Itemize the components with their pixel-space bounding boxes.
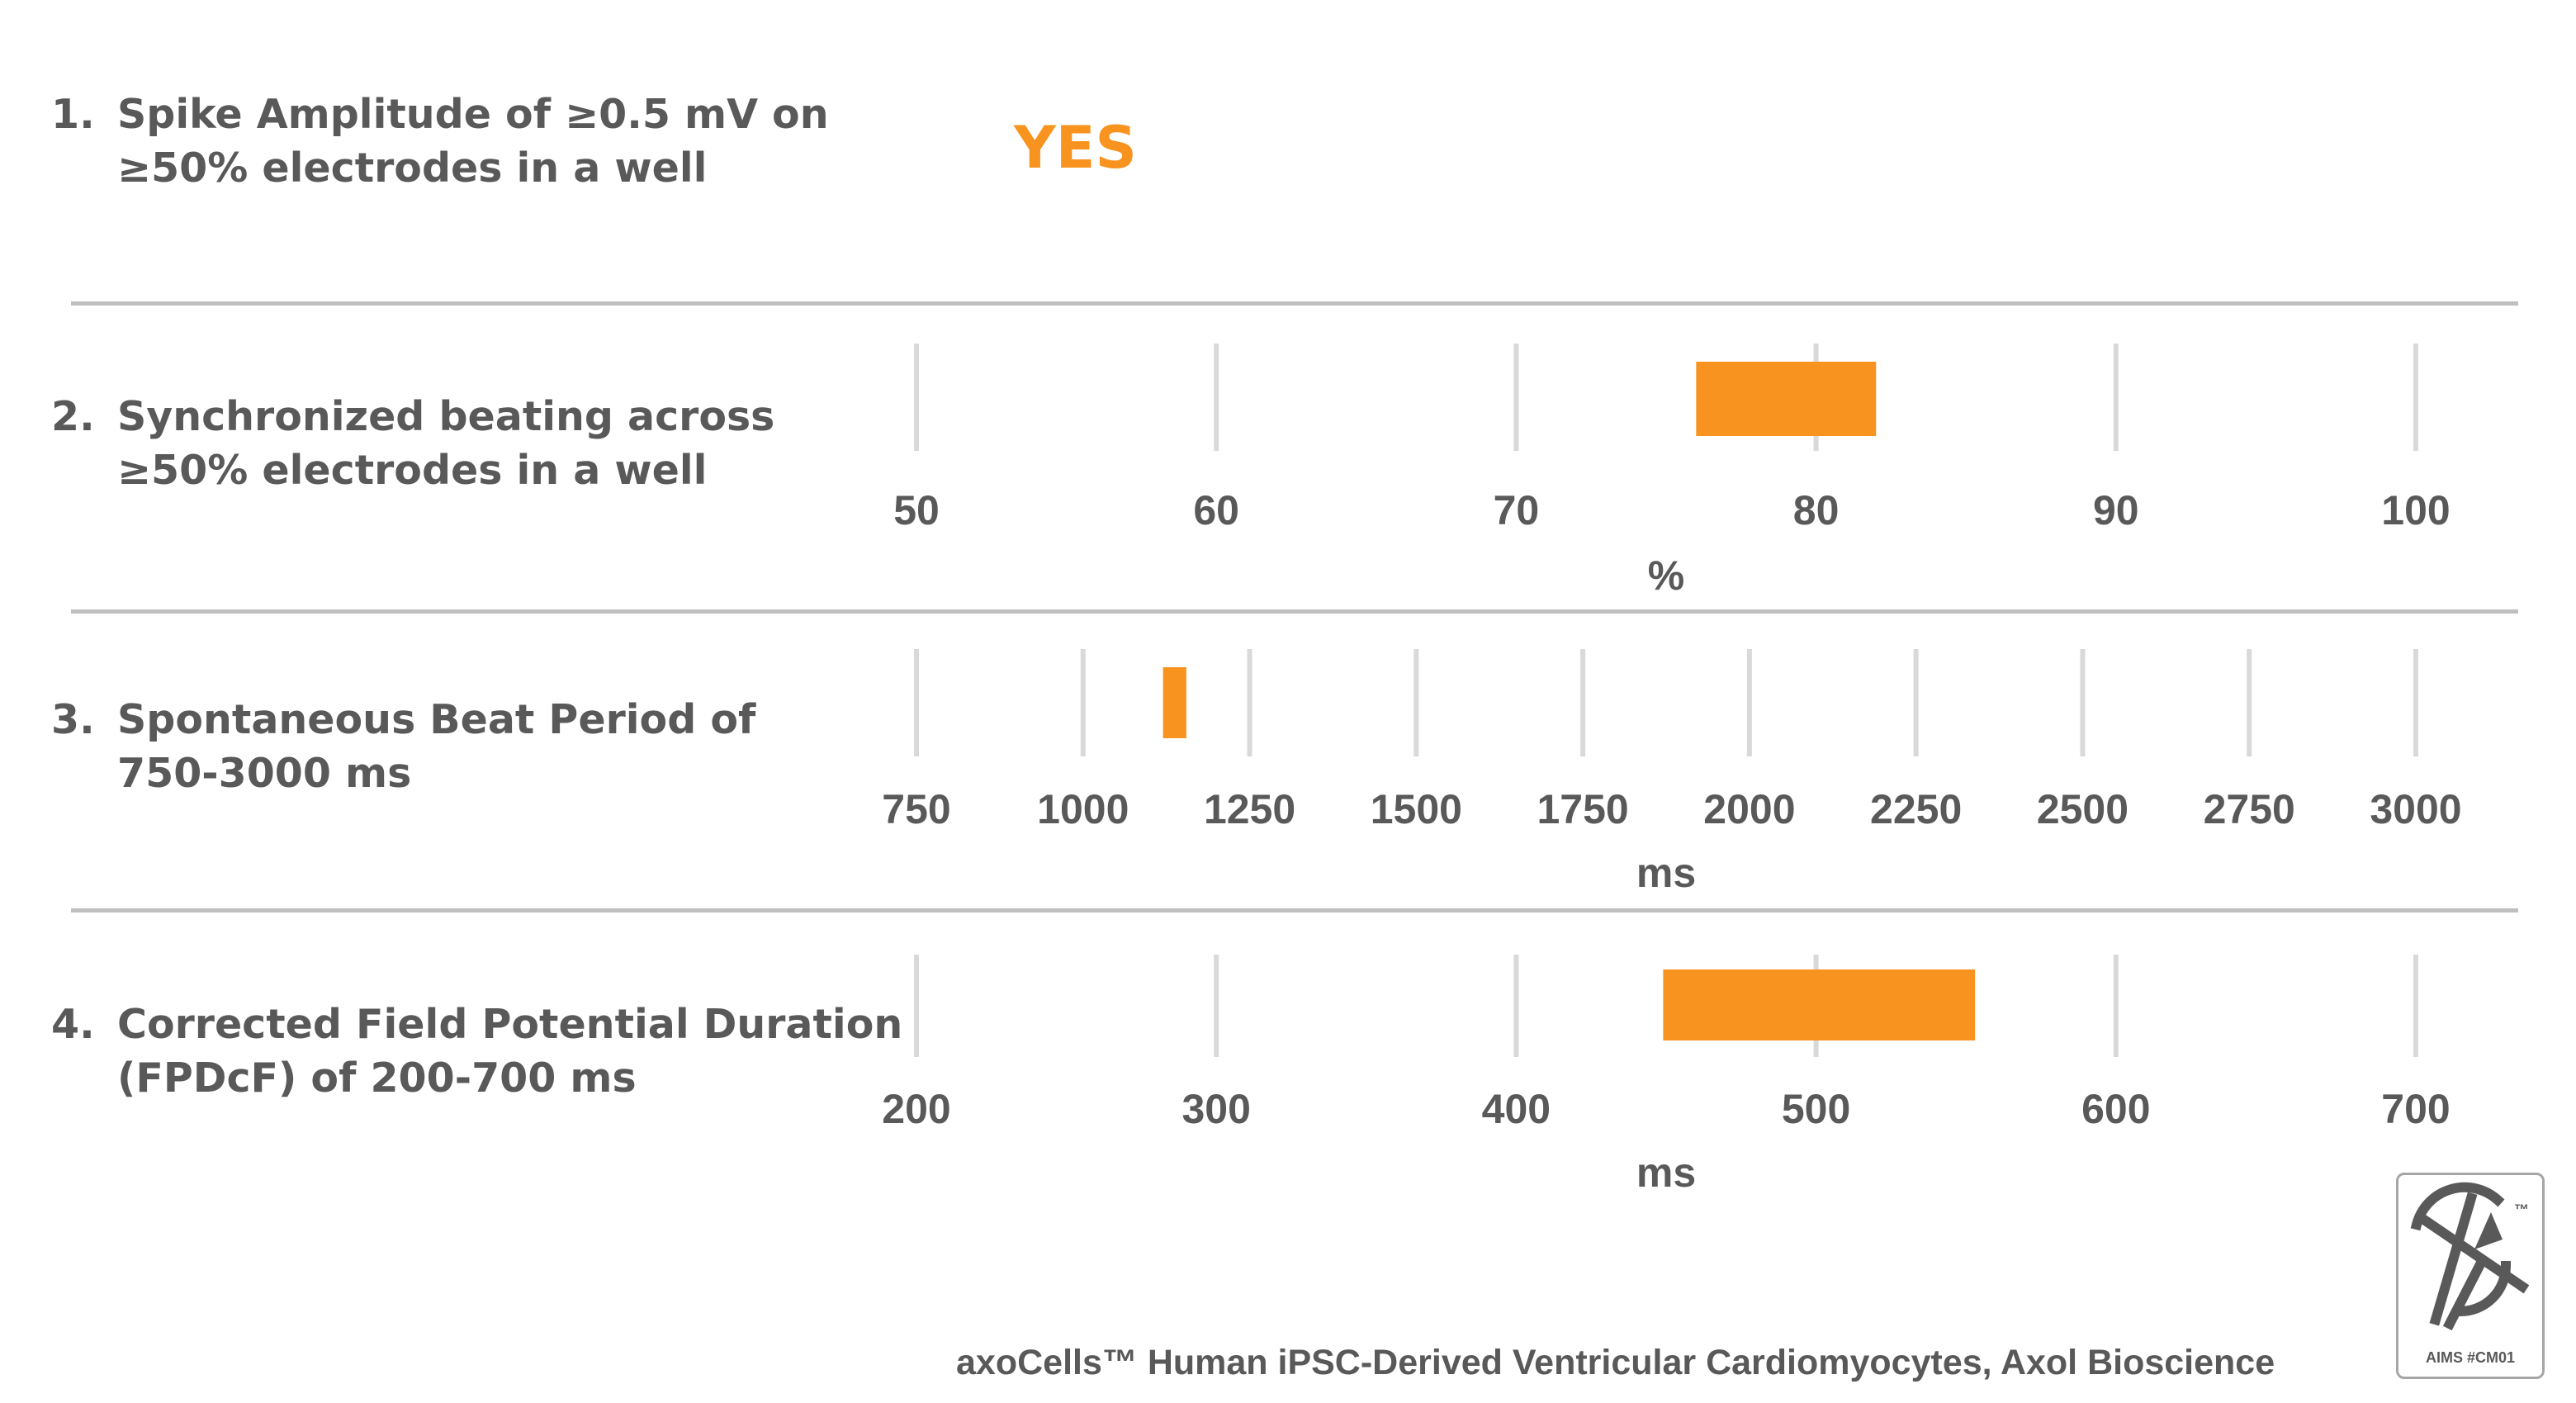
tick-label: 200	[882, 1086, 950, 1132]
criterion-number: 4.	[51, 1001, 95, 1048]
divider	[71, 609, 2518, 614]
range-bar	[1163, 667, 1186, 738]
divider	[71, 301, 2518, 306]
criterion-text-line2: (FPDcF) of 200-700 ms	[117, 1055, 637, 1102]
aims-logo: ™ AIMS #CM01	[2396, 1173, 2545, 1379]
trademark-symbol: ™	[2514, 1202, 2529, 1218]
tick-label: 100	[2381, 487, 2450, 533]
tick-label: 1500	[1371, 786, 1462, 832]
tick-label: 1250	[1204, 786, 1295, 832]
criterion-text-line2: 750-3000 ms	[117, 750, 412, 797]
tick-label: 70	[1494, 487, 1540, 533]
range-bar	[1663, 969, 1976, 1040]
criterion-number: 1.	[51, 91, 95, 138]
criterion-text-line1: Spike Amplitude of ≥0.5 mV on	[117, 91, 829, 138]
tick-label: 2750	[2204, 786, 2295, 832]
axis-label: ms	[1636, 1149, 1696, 1196]
criterion-text-line1: Corrected Field Potential Duration	[117, 1001, 903, 1048]
tick-label: 90	[2093, 487, 2139, 533]
tick-label: 50	[893, 487, 940, 533]
tick-label: 3000	[2370, 786, 2461, 832]
logo-code: AIMS #CM01	[2425, 1349, 2516, 1366]
range-bar	[1696, 362, 1877, 436]
tick-label: 1000	[1037, 786, 1129, 832]
tick-label: 500	[1782, 1086, 1850, 1132]
tick-label: 1750	[1537, 786, 1628, 832]
beat-period-chart: 750 1000 1250 1500 1750 2000 2250 2500 2750 3000 m…	[882, 649, 2462, 896]
criterion-text-line1: Spontaneous Beat Period of	[117, 696, 756, 743]
tick-label: 2000	[1703, 786, 1795, 832]
aims-logo-icon: ™	[2410, 1182, 2530, 1331]
criterion-text-line1: Synchronized beating across	[117, 393, 775, 440]
criterion-text-line2: ≥50% electrodes in a well	[117, 145, 708, 192]
tick-label: 750	[882, 786, 950, 832]
yes-result: YES	[1014, 114, 1137, 182]
tick-label: 400	[1482, 1086, 1551, 1132]
criterion-number: 3.	[51, 696, 95, 743]
tick-label: 60	[1193, 487, 1239, 533]
tick-label: 600	[2081, 1086, 2150, 1132]
fpdcf-chart: 200 300 400 500 600 700 ms	[882, 955, 2451, 1196]
axis-label: %	[1648, 552, 1684, 599]
tick-label: 2500	[2037, 786, 2129, 832]
synchronized-beating-chart: 50 60 70 80 90 100%	[893, 344, 2451, 599]
tick-label: 300	[1181, 1086, 1250, 1132]
axis-label: ms	[1636, 850, 1696, 896]
criterion-text-line2: ≥50% electrodes in a well	[117, 447, 708, 494]
tick-label: 80	[1793, 487, 1840, 533]
tick-label: 700	[2381, 1086, 2450, 1132]
divider	[71, 908, 2518, 912]
footer-credit: axoCells™ Human iPSC-Derived Ventricular…	[956, 1343, 2275, 1382]
tick-label: 2250	[1870, 786, 1962, 832]
criterion-number: 2.	[51, 393, 95, 440]
